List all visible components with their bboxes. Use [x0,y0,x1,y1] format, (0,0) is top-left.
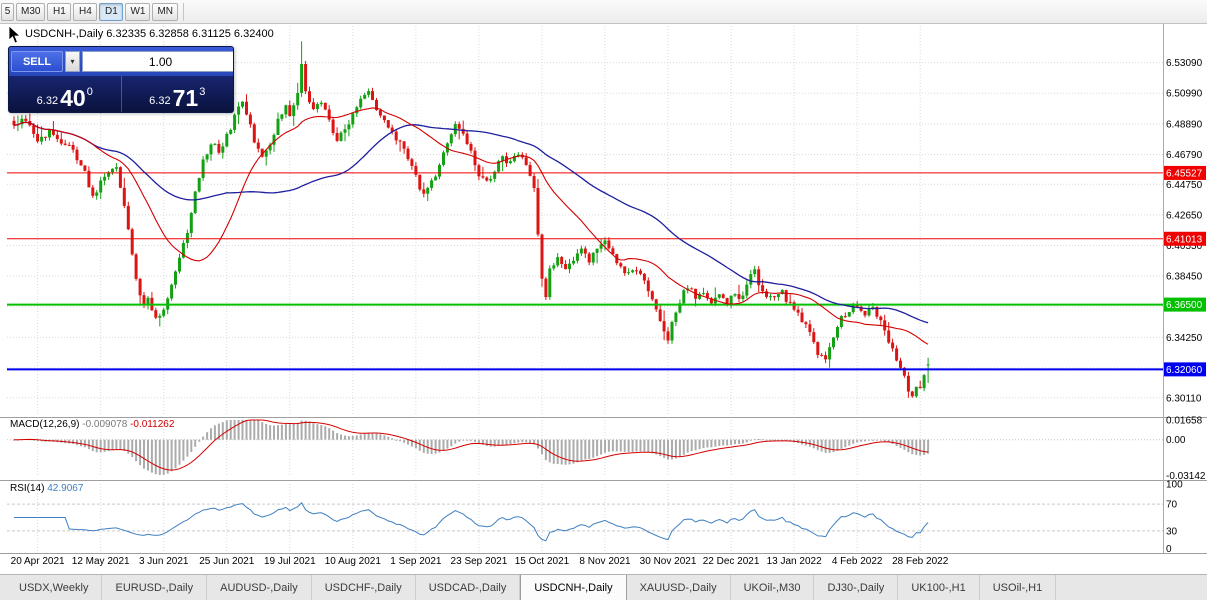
svg-text:28 Feb 2022: 28 Feb 2022 [892,556,949,567]
svg-text:0.00: 0.00 [1166,435,1186,446]
sell-price-display[interactable]: 6.32 40 0 [9,76,121,112]
macd-name: MACD(12,26,9) [10,419,80,430]
volume-dropdown-button[interactable]: ▾ [65,51,80,72]
timeframe-button-m30[interactable]: M30 [16,2,46,21]
svg-text:6.44750: 6.44750 [1166,180,1203,191]
axis-price-tag-6.32060 [1164,362,1206,377]
svg-text:23 Sep 2021: 23 Sep 2021 [451,556,508,567]
svg-text:12 May 2021: 12 May 2021 [72,556,130,567]
timeframe-button-d1[interactable]: D1 [99,2,124,21]
svg-text:1 Sep 2021: 1 Sep 2021 [390,556,442,567]
svg-text:6.38450: 6.38450 [1166,272,1203,283]
macd-panel-area[interactable] [0,417,1163,480]
macd-signal-line [14,419,929,471]
sell-price-superscript: 0 [86,86,93,98]
chart-tab-usoil-h1[interactable]: USOil-,H1 [980,575,1057,600]
svg-text:70: 70 [1166,500,1178,511]
rsi-name: RSI(14) [10,483,45,494]
timeframe-button-h1[interactable]: H1 [47,2,72,21]
timeframe-button-5[interactable]: 5 [1,2,14,21]
svg-text:6.34250: 6.34250 [1166,333,1203,344]
sell-price-big-digits: 40 [60,84,86,111]
timeframe-button-group: 5 M30 H1 H4 D1 W1 MN [0,2,179,21]
chart-tab-ukoil-m30[interactable]: UKOil-,M30 [731,575,815,600]
chart-ohlc-values: 6.32335 6.32858 6.31125 6.32400 [106,28,274,40]
svg-text:6.46790: 6.46790 [1166,150,1203,161]
buy-price-superscript: 3 [199,86,206,98]
svg-text:8 Nov 2021: 8 Nov 2021 [579,556,631,567]
chevron-down-icon: ▾ [70,57,75,66]
chart-tab-eurusd-daily[interactable]: EURUSD-,Daily [102,575,208,600]
chart-tab-bar: USDX,Weekly EURUSD-,Daily AUDUSD-,Daily USD… [0,574,1207,600]
rsi-line [14,501,929,542]
sell-price-prefix: 6.32 [36,95,59,107]
svg-text:4 Feb 2022: 4 Feb 2022 [832,556,883,567]
svg-text:0: 0 [1166,544,1172,555]
trade-prices-row: 6.32 40 0 6.32 71 3 [9,76,233,112]
macd-signal-value: -0.011262 [130,419,175,430]
svg-text:6.40550: 6.40550 [1166,241,1203,252]
svg-text:6.30110: 6.30110 [1166,393,1202,404]
chart-title: USDCNH-,Daily 6.32335 6.32858 6.31125 6.… [25,28,274,40]
svg-text:6.41013: 6.41013 [1166,234,1203,245]
timeframe-button-h4[interactable]: H4 [73,2,98,21]
price-axis[interactable] [1163,24,1207,554]
volume-field-wrap: ▴ ▾ [82,51,233,72]
svg-text:3 Jun 2021: 3 Jun 2021 [139,556,189,567]
trade-controls-row: SELL ▾ ▴ ▾ BUY [9,47,233,76]
svg-text:15 Oct 2021: 15 Oct 2021 [515,556,570,567]
chart-symbol-label: USDCNH-,Daily [25,28,104,40]
one-click-trading-panel: SELL ▾ ▴ ▾ BUY 6.32 40 0 6.32 71 [8,46,234,113]
svg-text:6.36500: 6.36500 [1166,300,1203,311]
volume-input[interactable] [83,52,233,71]
svg-text:25 Jun 2021: 25 Jun 2021 [199,556,254,567]
toolbar-separator [183,2,185,21]
chart-tab-usdchf-daily[interactable]: USDCHF-,Daily [312,575,416,600]
macd-main-value: -0.009078 [82,419,128,430]
rsi-value: 42.9067 [47,483,84,494]
mouse-cursor-icon [8,25,22,51]
svg-text:6.32060: 6.32060 [1166,365,1203,376]
chart-tab-uk100-h1[interactable]: UK100-,H1 [898,575,980,600]
chart-tab-dj30-daily[interactable]: DJ30-,Daily [814,575,899,600]
chart-tab-xauusd-daily[interactable]: XAUUSD-,Daily [627,575,731,600]
svg-text:6.50990: 6.50990 [1166,89,1203,100]
chart-tab-usdx-weekly[interactable]: USDX,Weekly [6,575,103,600]
svg-text:30: 30 [1166,526,1178,537]
svg-text:30 Nov 2021: 30 Nov 2021 [640,556,697,567]
rsi-indicator-label: RSI(14) 42.9067 [10,483,83,494]
buy-price-big-digits: 71 [172,84,199,111]
axis-price-tag-6.45527 [1164,165,1206,180]
svg-text:0.01658: 0.01658 [1166,416,1203,427]
timeframe-button-w1[interactable]: W1 [125,2,151,21]
svg-text:6.53090: 6.53090 [1166,58,1203,69]
axis-price-tag-6.36500 [1164,297,1206,312]
chart-tab-usdcnh-daily[interactable]: USDCNH-,Daily [520,575,627,600]
macd-indicator-label: MACD(12,26,9) -0.009078 -0.011262 [10,419,174,430]
svg-text:6.42650: 6.42650 [1166,210,1203,221]
svg-text:-0.03142: -0.03142 [1166,471,1206,482]
buy-price-prefix: 6.32 [149,95,171,107]
svg-text:20 Apr 2021: 20 Apr 2021 [11,556,65,567]
fast-ma-line [13,107,929,345]
svg-text:13 Jan 2022: 13 Jan 2022 [767,556,822,567]
svg-text:19 Jul 2021: 19 Jul 2021 [264,556,316,567]
svg-text:22 Dec 2021: 22 Dec 2021 [703,556,760,567]
slow-ma-line [13,121,929,324]
timeframe-toolbar: 5 M30 H1 H4 D1 W1 MN [0,0,1207,24]
axis-price-tag-6.41013 [1164,231,1206,246]
svg-text:6.45527: 6.45527 [1166,168,1203,179]
svg-text:6.48890: 6.48890 [1166,119,1203,130]
svg-text:100: 100 [1166,480,1183,491]
rsi-panel-area[interactable] [0,480,1163,553]
chart-tab-usdcad-daily[interactable]: USDCAD-,Daily [416,575,521,600]
sell-button[interactable]: SELL [11,51,63,72]
time-axis[interactable] [0,553,1163,574]
chart-tab-audusd-daily[interactable]: AUDUSD-,Daily [207,575,312,600]
svg-text:10 Aug 2021: 10 Aug 2021 [325,556,382,567]
timeframe-button-mn[interactable]: MN [152,2,179,21]
buy-price-display[interactable]: 6.32 71 3 [120,76,234,112]
